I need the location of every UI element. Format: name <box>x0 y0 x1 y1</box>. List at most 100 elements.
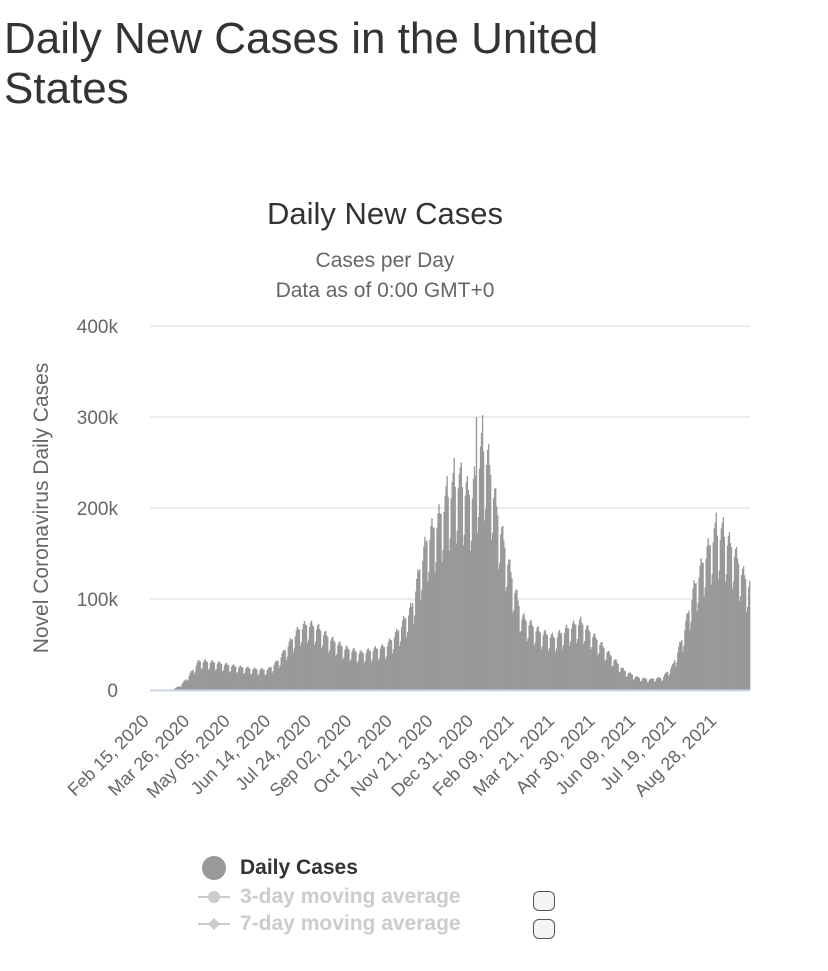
bar[interactable] <box>729 543 732 690</box>
bar[interactable] <box>261 668 263 690</box>
bar[interactable] <box>358 653 360 690</box>
bar[interactable] <box>577 625 580 690</box>
bar[interactable] <box>372 651 374 690</box>
bar[interactable] <box>622 667 624 690</box>
bar[interactable] <box>554 652 557 690</box>
bar[interactable] <box>320 648 323 690</box>
bar[interactable] <box>528 625 530 690</box>
bar[interactable] <box>702 562 704 690</box>
bar[interactable] <box>493 497 495 690</box>
bar[interactable] <box>662 676 665 690</box>
bar[interactable] <box>248 668 250 690</box>
bar[interactable] <box>518 605 520 690</box>
bar[interactable] <box>639 681 642 690</box>
bar[interactable] <box>721 522 724 690</box>
bar[interactable] <box>391 653 394 690</box>
bar[interactable] <box>456 530 458 690</box>
toggle-3-day-average[interactable] <box>533 891 555 911</box>
bar[interactable] <box>604 660 606 690</box>
bar[interactable] <box>730 547 733 690</box>
bar[interactable] <box>732 581 735 690</box>
bar[interactable] <box>591 647 593 690</box>
bar[interactable] <box>600 642 602 690</box>
bar[interactable] <box>699 565 701 690</box>
bar[interactable] <box>559 632 562 690</box>
bar[interactable] <box>341 646 343 690</box>
legend-item-7-day-average[interactable]: 7-day moving average <box>198 912 461 936</box>
bar[interactable] <box>420 600 422 690</box>
bar[interactable] <box>626 676 628 690</box>
bar[interactable] <box>746 606 749 690</box>
bar[interactable] <box>690 621 692 690</box>
bar[interactable] <box>676 662 678 690</box>
bar[interactable] <box>654 681 657 690</box>
bar[interactable] <box>507 564 509 690</box>
bar[interactable] <box>417 569 419 690</box>
bar[interactable] <box>617 664 619 690</box>
bar[interactable] <box>443 511 445 690</box>
bar[interactable] <box>176 687 178 690</box>
bar[interactable] <box>714 522 716 690</box>
bar[interactable] <box>638 677 641 690</box>
bar[interactable] <box>467 490 470 690</box>
bar[interactable] <box>651 678 654 690</box>
bar[interactable] <box>745 611 748 690</box>
bar[interactable] <box>681 639 683 690</box>
bar[interactable] <box>482 451 485 690</box>
bar[interactable] <box>313 644 316 690</box>
bar[interactable] <box>232 664 235 690</box>
bar[interactable] <box>464 496 467 690</box>
bar[interactable] <box>450 498 452 690</box>
bar-series[interactable] <box>151 415 751 690</box>
bar[interactable] <box>592 637 594 690</box>
bar[interactable] <box>394 632 397 690</box>
bar[interactable] <box>293 648 296 690</box>
bar[interactable] <box>616 662 618 690</box>
bar[interactable] <box>325 630 327 690</box>
bar[interactable] <box>748 580 751 690</box>
bar[interactable] <box>415 591 417 690</box>
bar[interactable] <box>648 679 651 690</box>
bar[interactable] <box>267 668 269 690</box>
bar[interactable] <box>214 670 217 690</box>
bar[interactable] <box>491 532 494 690</box>
bar[interactable] <box>644 678 647 690</box>
bar[interactable] <box>695 582 697 690</box>
bar[interactable] <box>238 667 240 690</box>
bar[interactable] <box>204 659 206 690</box>
bar[interactable] <box>535 631 537 690</box>
bar[interactable] <box>727 535 730 690</box>
bar[interactable] <box>468 494 471 690</box>
bar[interactable] <box>552 636 555 690</box>
bar[interactable] <box>305 625 308 690</box>
bar[interactable] <box>458 473 460 690</box>
bar[interactable] <box>260 668 262 690</box>
bar[interactable] <box>526 641 528 690</box>
bar[interactable] <box>424 536 426 690</box>
bar[interactable] <box>202 662 204 690</box>
bar[interactable] <box>280 657 282 690</box>
bar[interactable] <box>610 656 612 690</box>
bar[interactable] <box>375 648 377 690</box>
bar[interactable] <box>221 671 224 690</box>
bar[interactable] <box>264 675 266 690</box>
bar[interactable] <box>212 662 215 690</box>
bar[interactable] <box>369 650 371 690</box>
bar[interactable] <box>519 632 521 690</box>
bar[interactable] <box>250 674 252 690</box>
bar[interactable] <box>531 624 533 690</box>
bar[interactable] <box>237 672 239 690</box>
bar[interactable] <box>430 526 432 690</box>
bar[interactable] <box>431 518 433 690</box>
bar[interactable] <box>337 645 339 690</box>
bar[interactable] <box>698 577 700 690</box>
bar[interactable] <box>225 662 228 690</box>
bar[interactable] <box>683 645 685 690</box>
bar[interactable] <box>352 649 354 690</box>
bar[interactable] <box>311 625 314 690</box>
bar[interactable] <box>660 681 663 690</box>
bar[interactable] <box>367 648 369 690</box>
bar[interactable] <box>359 651 361 690</box>
bar[interactable] <box>379 649 382 690</box>
bar[interactable] <box>422 560 424 690</box>
